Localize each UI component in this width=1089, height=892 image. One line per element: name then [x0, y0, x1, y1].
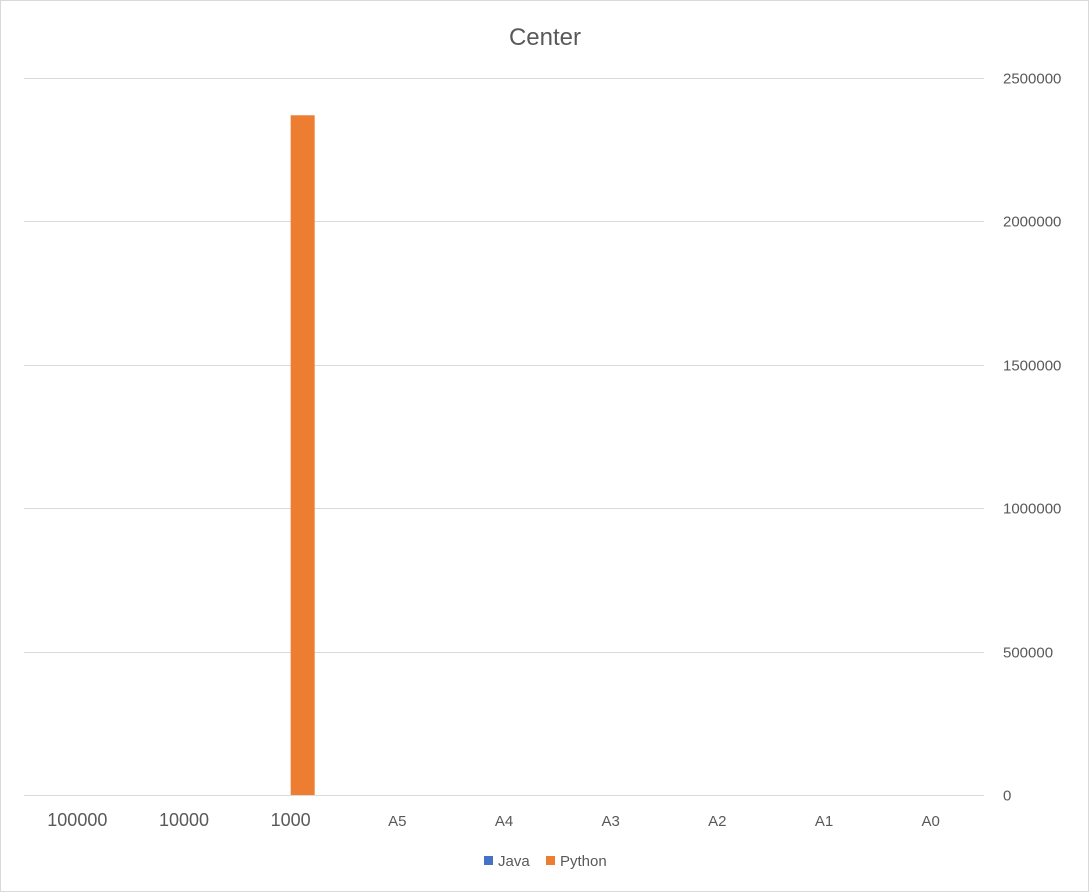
x-category-label: A2 [708, 813, 726, 830]
legend-item-python: Python [546, 853, 607, 870]
x-category-label: A5 [388, 813, 406, 830]
gridlines [24, 78, 984, 796]
legend-item-java: Java [484, 853, 530, 870]
x-axis-category-labels: 100000 10000 1000 A5 A4 A3 A2 A1 A0 [47, 810, 940, 830]
y-tick-label: 1500000 [1003, 358, 1061, 375]
bar-python-1000 [290, 115, 315, 795]
x-category-label: A3 [601, 813, 619, 830]
x-category-label: 100000 [47, 810, 107, 830]
x-category-label: A0 [921, 813, 939, 830]
legend: Java Python [484, 853, 607, 870]
y-axis-tick-labels: 0 500000 1000000 1500000 2000000 2500000 [1003, 71, 1061, 805]
legend-label: Java [498, 853, 530, 870]
x-category-label: A4 [495, 813, 513, 830]
x-category-label: 1000 [271, 810, 311, 830]
legend-swatch [546, 856, 555, 865]
legend-swatch [484, 856, 493, 865]
bars [290, 115, 315, 795]
legend-label: Python [560, 853, 607, 870]
y-tick-label: 2500000 [1003, 71, 1061, 88]
y-tick-label: 0 [1003, 788, 1011, 805]
y-tick-label: 500000 [1003, 645, 1053, 662]
y-tick-label: 2000000 [1003, 214, 1061, 231]
chart-title: Center [509, 24, 581, 51]
x-category-label: 10000 [159, 810, 209, 830]
y-tick-label: 1000000 [1003, 501, 1061, 518]
x-category-label: A1 [815, 813, 833, 830]
